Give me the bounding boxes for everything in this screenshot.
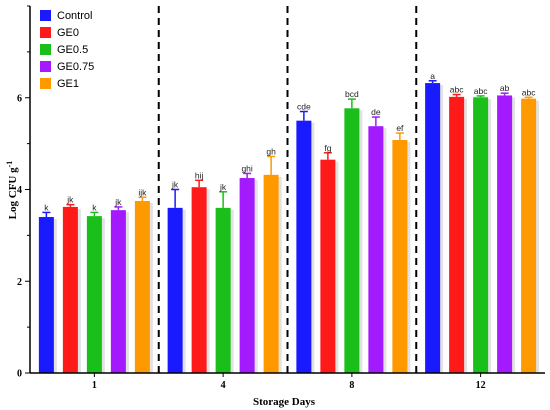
significance-label: jk [114,197,122,207]
bar [38,217,54,373]
y-tick-label: 4 [17,185,22,196]
legend-swatch [40,10,51,21]
legend-swatch [40,61,51,72]
y-axis-title-superscript: -1 [5,161,14,168]
axes: 0 2 4 6 1 4 8 12 [17,5,545,391]
significance-label: bcd [345,89,359,99]
bar [344,108,360,374]
legend-entry: GE1 [57,78,79,90]
significance-label: jk [171,180,179,190]
significance-label: ijk [138,187,147,197]
significance-label: de [371,107,381,117]
bar [320,159,336,373]
legend-entry: GE0 [57,27,79,39]
bar [473,97,489,373]
bar [134,200,150,373]
y-tick-label: 0 [17,369,22,380]
bar [239,178,255,373]
x-axis-title: Storage Days [253,396,316,408]
significance-label: jk [219,182,227,192]
legend-entry: GE0.5 [57,44,88,56]
bar [368,126,384,373]
bar [86,216,102,373]
significance-label: jk [66,195,74,205]
legend-swatch [40,27,51,38]
bar [497,95,513,374]
bar [392,139,408,373]
y-tick-label: 6 [17,93,22,104]
significance-label: abc [474,86,488,96]
significance-label: abc [522,87,536,97]
legend: Control GE0 GE0.5 GE0.75 GE1 [40,10,94,90]
significance-label: k [44,202,49,212]
significance-label: fg [324,143,331,153]
y-axis-title-text: Log CFU g [7,167,19,219]
legend-swatch [40,44,51,55]
y-tick-label: 2 [17,277,22,288]
y-axis-title: Log CFU g-1 [5,161,19,220]
significance-label: a [430,71,435,81]
significance-label: ghi [241,163,252,173]
bar [62,206,78,373]
significance-label: hij [195,170,204,180]
x-tick-label: 8 [349,380,354,391]
x-tick-label: 1 [92,380,97,391]
bar [110,210,126,373]
legend-entry: GE0.75 [57,61,94,73]
significance-label: gh [266,146,276,156]
legend-swatch [40,78,51,89]
bar-series-group: k jk cde a jk hij fg abc k jk bcd abc jk ghi de ab ijk gh… [38,71,540,374]
x-tick-label: 4 [221,380,226,391]
group-dividers [157,6,418,373]
significance-label: k [92,202,97,212]
significance-label: abc [450,85,464,95]
significance-label: ab [500,83,510,93]
bar [191,187,207,373]
bar [521,98,537,373]
bar [167,207,183,373]
significance-label: ef [396,123,404,133]
bar [263,174,279,373]
legend-entry: Control [57,10,92,22]
bar [425,83,441,373]
bar [296,120,312,373]
significance-label: cde [297,102,311,112]
bar [215,207,231,373]
bar [449,96,465,374]
x-tick-label: 12 [476,380,486,391]
